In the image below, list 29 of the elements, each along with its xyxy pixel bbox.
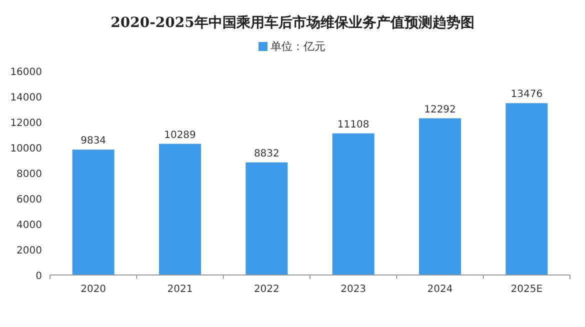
x-tick-label: 2025E — [510, 284, 543, 295]
data-label: 9834 — [80, 136, 106, 147]
y-tick-label: 16000 — [10, 67, 42, 78]
y-tick-label: 0 — [36, 271, 42, 282]
bar — [332, 133, 374, 275]
y-tick-label: 8000 — [16, 169, 42, 180]
y-tick-label: 6000 — [16, 194, 42, 206]
bar — [419, 118, 461, 275]
bar — [159, 144, 201, 275]
y-tick-label: 10000 — [10, 144, 42, 154]
x-tick-label: 2023 — [340, 284, 366, 295]
y-tick-label: 4000 — [16, 220, 42, 231]
chart-title: 2020-2025年中国乘用车后市场维保业务产值预测趋势图 — [110, 14, 474, 31]
data-label: 12292 — [424, 104, 456, 116]
data-label: 8832 — [254, 148, 280, 160]
bar — [506, 103, 548, 275]
y-tick-label: 12000 — [10, 118, 42, 129]
bar — [246, 162, 288, 275]
x-tick-label: 2024 — [427, 284, 453, 295]
x-tick-label: 2020 — [80, 284, 106, 295]
data-label: 13476 — [510, 89, 543, 100]
legend-label: 单位：亿元 — [270, 40, 326, 53]
x-tick-label: 2022 — [254, 284, 280, 295]
x-tick-label: 2021 — [167, 284, 193, 295]
data-label: 10289 — [164, 130, 196, 141]
data-label: 11108 — [337, 119, 370, 130]
y-tick-label: 14000 — [10, 92, 42, 104]
y-tick-label: 2000 — [16, 246, 42, 256]
bar — [72, 150, 114, 275]
